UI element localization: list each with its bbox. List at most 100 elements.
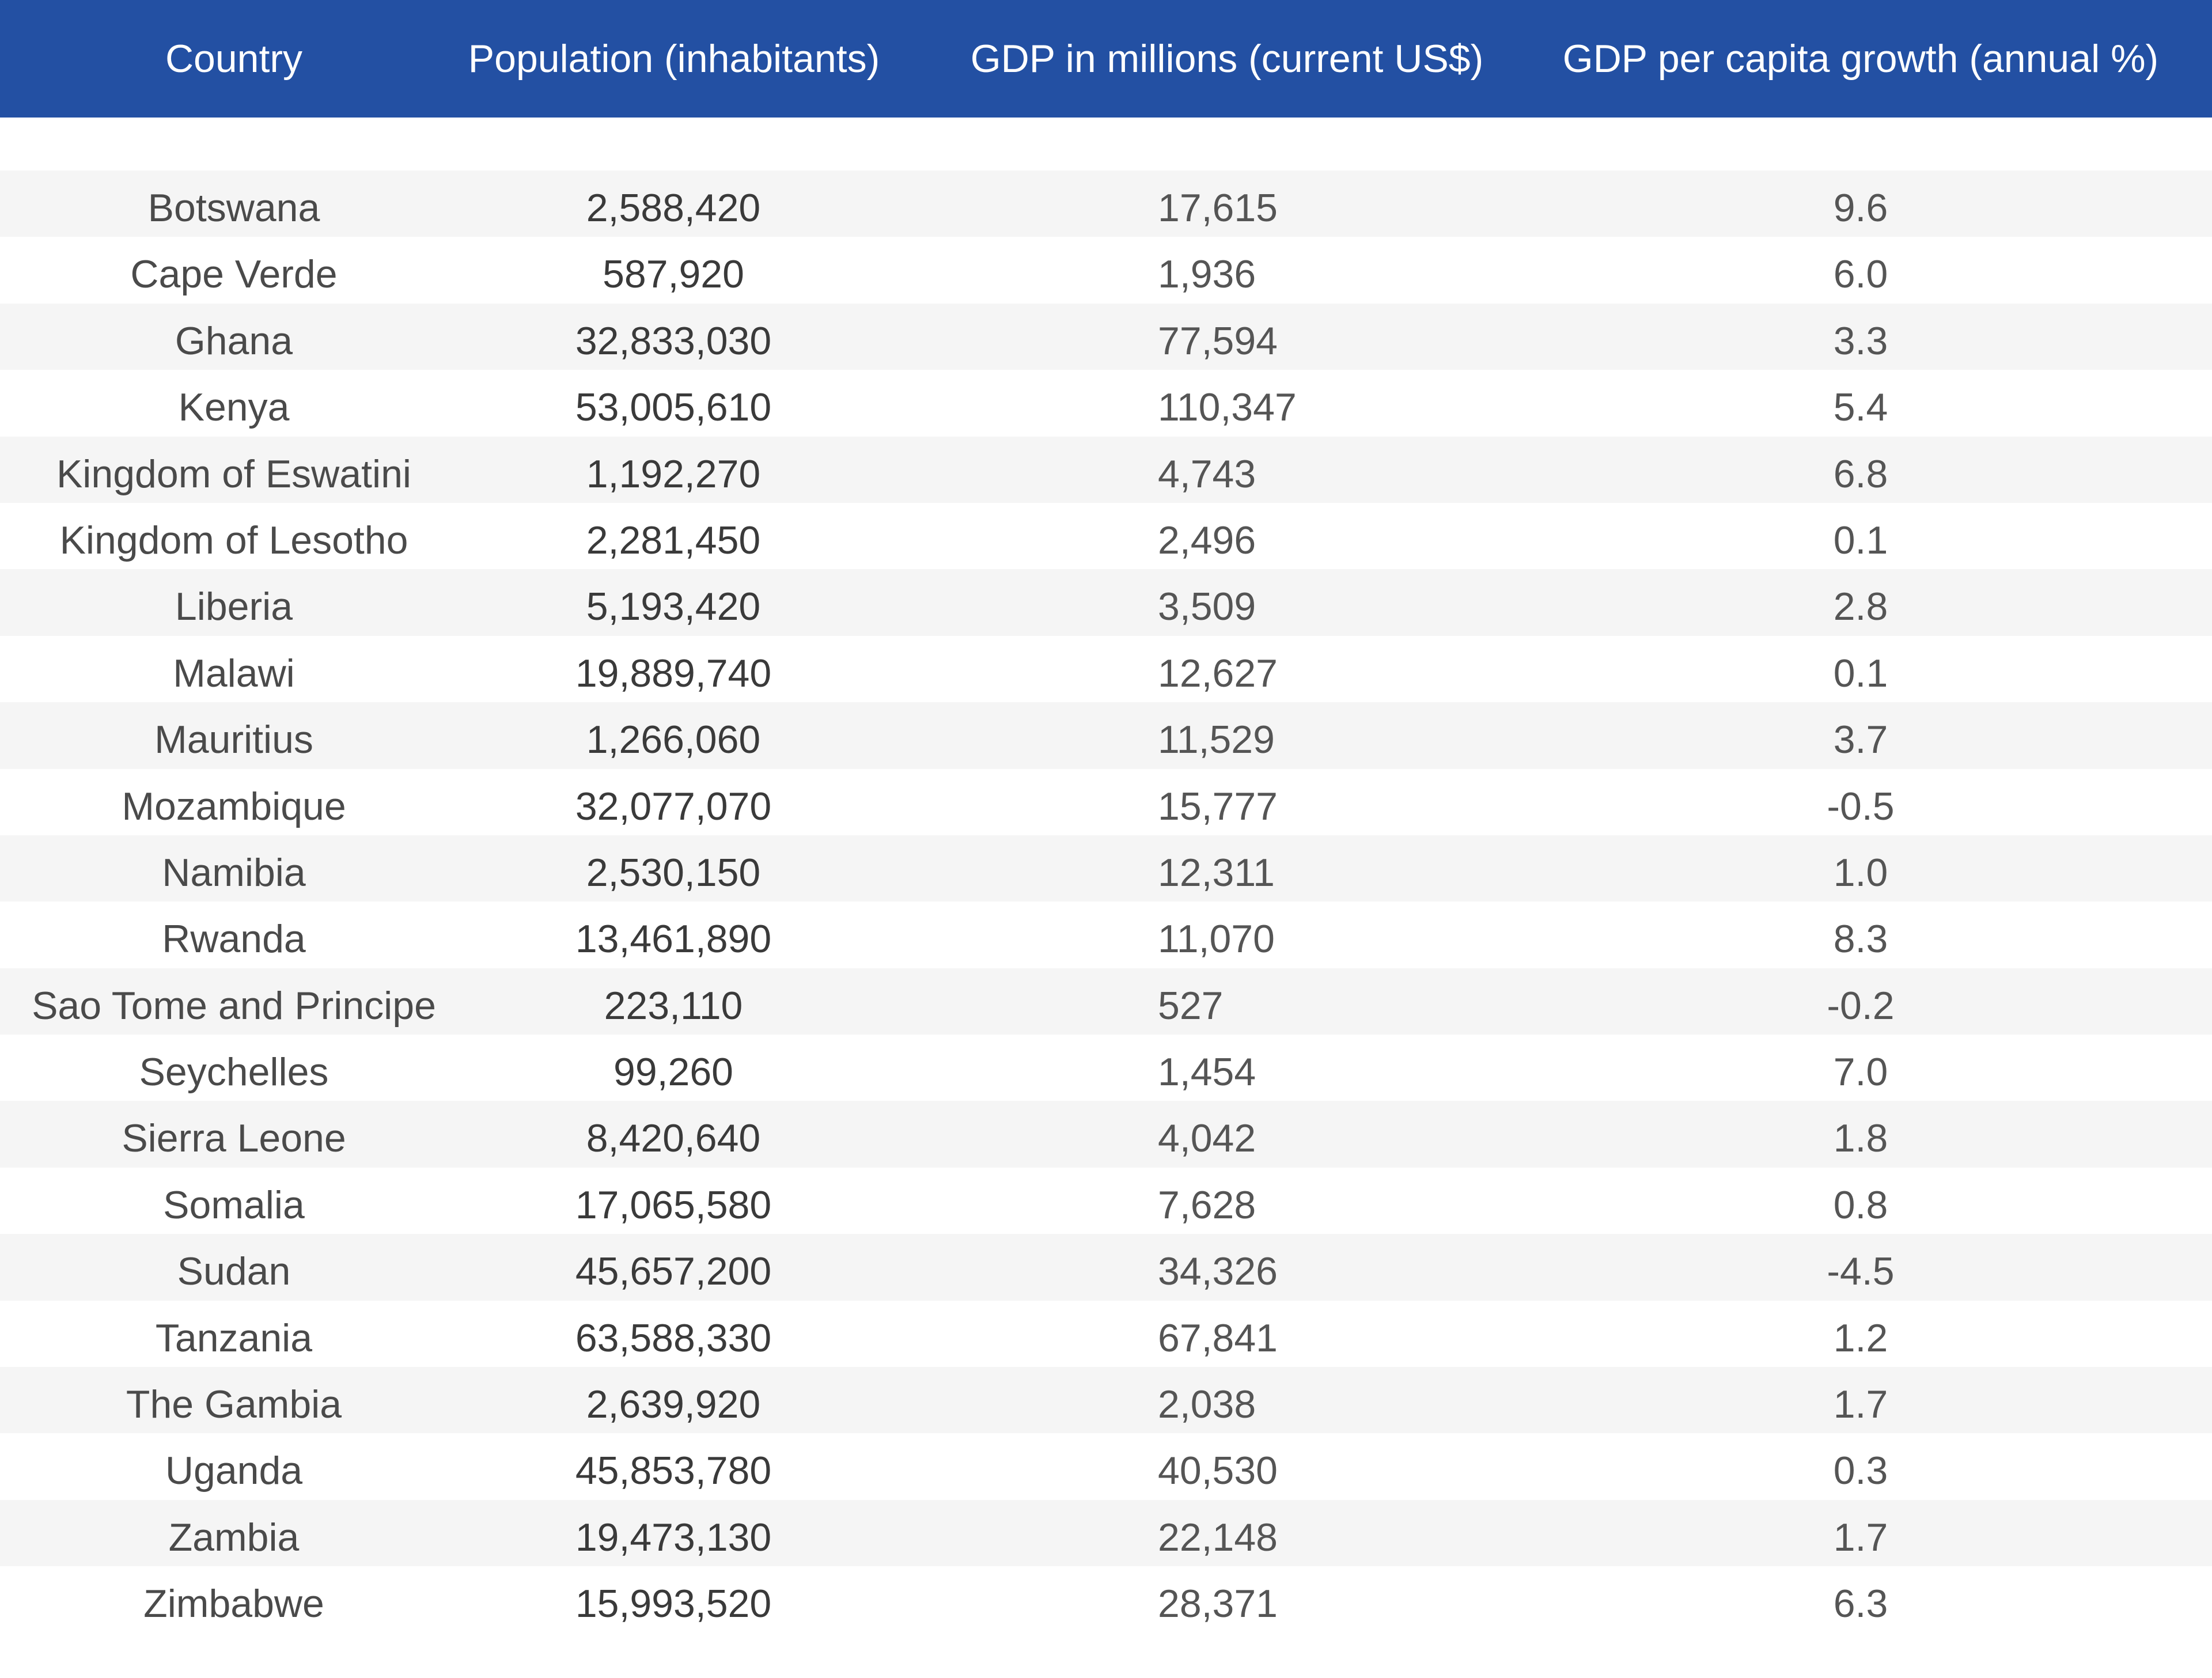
- country-cell: Namibia: [162, 850, 306, 895]
- country-cell: Malawi: [173, 651, 295, 695]
- country-cell: Uganda: [165, 1449, 303, 1493]
- gdp-growth-cell: 9.6: [1833, 186, 1888, 230]
- country-cell: Kingdom of Lesotho: [59, 518, 408, 562]
- gdp-cell: 4,042: [1158, 1116, 1256, 1161]
- gdp-cell: 11,070: [1158, 917, 1275, 961]
- country-cell: Botswana: [147, 186, 320, 230]
- gdp-cell: 12,311: [1158, 850, 1275, 895]
- gdp-growth-cell: 1.0: [1833, 850, 1888, 895]
- gdp-cell: 7,628: [1158, 1183, 1256, 1227]
- country-cell: Kenya: [178, 385, 290, 430]
- table-row: Sao Tome and Principe 223,110 527 -0.2: [0, 968, 2212, 1035]
- table-row: Seychelles 99,260 1,454 7.0: [0, 1035, 2212, 1101]
- table-row: Kingdom of Eswatini 1,192,270 4,743 6.8: [0, 436, 2212, 503]
- table-header: Country Population (inhabitants) GDP in …: [0, 0, 2212, 118]
- table-row: Ghana 32,833,030 77,594 3.3: [0, 303, 2212, 370]
- country-cell: Sao Tome and Principe: [32, 983, 436, 1028]
- country-cell: Kingdom of Eswatini: [56, 452, 412, 496]
- gdp-growth-cell: 0.3: [1833, 1449, 1888, 1493]
- gdp-growth-cell: 8.3: [1833, 917, 1888, 961]
- gdp-growth-cell: 1.8: [1833, 1116, 1888, 1161]
- country-cell: Ghana: [175, 319, 293, 363]
- population-cell: 99,260: [613, 1050, 733, 1094]
- population-cell: 15,993,520: [575, 1582, 772, 1626]
- country-cell: Somalia: [163, 1183, 305, 1227]
- gdp-cell: 15,777: [1158, 784, 1278, 828]
- population-cell: 32,077,070: [575, 784, 772, 828]
- country-cell: Cape Verde: [130, 252, 338, 297]
- table-row: Uganda 45,853,780 40,530 0.3: [0, 1433, 2212, 1500]
- table-row: Mozambique 32,077,070 15,777 -0.5: [0, 768, 2212, 835]
- gdp-growth-cell: 0.8: [1833, 1183, 1888, 1227]
- header-country[interactable]: Country: [165, 37, 303, 81]
- header-gdp[interactable]: GDP in millions (current US$): [970, 37, 1484, 81]
- gdp-growth-cell: 3.3: [1833, 319, 1888, 363]
- population-cell: 2,281,450: [586, 518, 761, 562]
- population-cell: 45,657,200: [575, 1249, 772, 1294]
- population-cell: 223,110: [604, 983, 743, 1028]
- country-cell: Mozambique: [122, 784, 346, 828]
- table-row: Sierra Leone 8,420,640 4,042 1.8: [0, 1101, 2212, 1168]
- country-cell: The Gambia: [126, 1382, 342, 1427]
- gdp-cell: 17,615: [1158, 186, 1278, 230]
- gdp-cell: 527: [1158, 983, 1224, 1028]
- country-cell: Tanzania: [155, 1316, 313, 1360]
- population-cell: 19,889,740: [575, 651, 772, 695]
- gdp-growth-cell: 0.1: [1833, 651, 1888, 695]
- population-cell: 5,193,420: [586, 585, 761, 629]
- population-cell: 587,920: [603, 252, 744, 297]
- gdp-cell: 11,529: [1158, 718, 1275, 762]
- table-row: Somalia 17,065,580 7,628 0.8: [0, 1167, 2212, 1234]
- population-cell: 1,266,060: [586, 718, 761, 762]
- table-body: Botswana 2,588,420 17,615 9.6 Cape Verde 587,…: [0, 171, 2212, 1633]
- table-row: Rwanda 13,461,890 11,070 8.3: [0, 902, 2212, 968]
- gdp-growth-cell: 1.7: [1833, 1382, 1888, 1427]
- gdp-growth-cell: -0.5: [1827, 784, 1895, 828]
- population-cell: 17,065,580: [575, 1183, 772, 1227]
- population-cell: 63,588,330: [575, 1316, 772, 1360]
- table-row: Namibia 2,530,150 12,311 1.0: [0, 835, 2212, 902]
- country-cell: Mauritius: [154, 718, 313, 762]
- gdp-cell: 1,936: [1158, 252, 1256, 297]
- gdp-cell: 77,594: [1158, 319, 1278, 363]
- population-cell: 2,639,920: [586, 1382, 761, 1427]
- population-cell: 13,461,890: [575, 917, 772, 961]
- country-cell: Sudan: [177, 1249, 291, 1294]
- population-cell: 32,833,030: [575, 319, 772, 363]
- table-row: The Gambia 2,639,920 2,038 1.7: [0, 1367, 2212, 1434]
- population-cell: 1,192,270: [586, 452, 761, 496]
- population-cell: 2,530,150: [586, 850, 761, 895]
- table-row: Mauritius 1,266,060 11,529 3.7: [0, 702, 2212, 769]
- gdp-cell: 67,841: [1158, 1316, 1278, 1360]
- header-population[interactable]: Population (inhabitants): [468, 37, 880, 81]
- gdp-cell: 2,038: [1158, 1382, 1256, 1427]
- gdp-cell: 40,530: [1158, 1449, 1278, 1493]
- header-gdp-growth[interactable]: GDP per capita growth (annual %): [1562, 37, 2159, 81]
- gdp-cell: 4,743: [1158, 452, 1256, 496]
- gdp-growth-cell: -0.2: [1827, 983, 1895, 1028]
- population-cell: 45,853,780: [575, 1449, 772, 1493]
- table-row: Kingdom of Lesotho 2,281,450 2,496 0.1: [0, 502, 2212, 570]
- gdp-growth-cell: 5.4: [1833, 385, 1888, 430]
- table-row: Zambia 19,473,130 22,148 1.7: [0, 1499, 2212, 1567]
- gdp-cell: 34,326: [1158, 1249, 1278, 1294]
- country-cell: Liberia: [175, 585, 293, 629]
- gdp-cell: 22,148: [1158, 1515, 1278, 1559]
- gdp-cell: 110,347: [1158, 385, 1297, 430]
- gdp-cell: 1,454: [1158, 1050, 1256, 1094]
- country-cell: Zimbabwe: [143, 1582, 324, 1626]
- table-row: Liberia 5,193,420 3,509 2.8: [0, 569, 2212, 636]
- population-cell: 19,473,130: [575, 1515, 772, 1559]
- gdp-growth-cell: -4.5: [1827, 1249, 1895, 1294]
- gdp-cell: 12,627: [1158, 651, 1278, 695]
- population-cell: 53,005,610: [575, 385, 772, 430]
- gdp-growth-cell: 1.7: [1833, 1515, 1888, 1559]
- country-cell: Sierra Leone: [122, 1116, 346, 1161]
- gdp-cell: 2,496: [1158, 518, 1256, 562]
- table-row: Tanzania 63,588,330 67,841 1.2: [0, 1300, 2212, 1368]
- table-row: Kenya 53,005,610 110,347 5.4: [0, 370, 2212, 437]
- table-row: Malawi 19,889,740 12,627 0.1: [0, 635, 2212, 703]
- gdp-growth-cell: 7.0: [1833, 1050, 1888, 1094]
- country-cell: Rwanda: [162, 917, 306, 961]
- country-cell: Seychelles: [139, 1050, 329, 1094]
